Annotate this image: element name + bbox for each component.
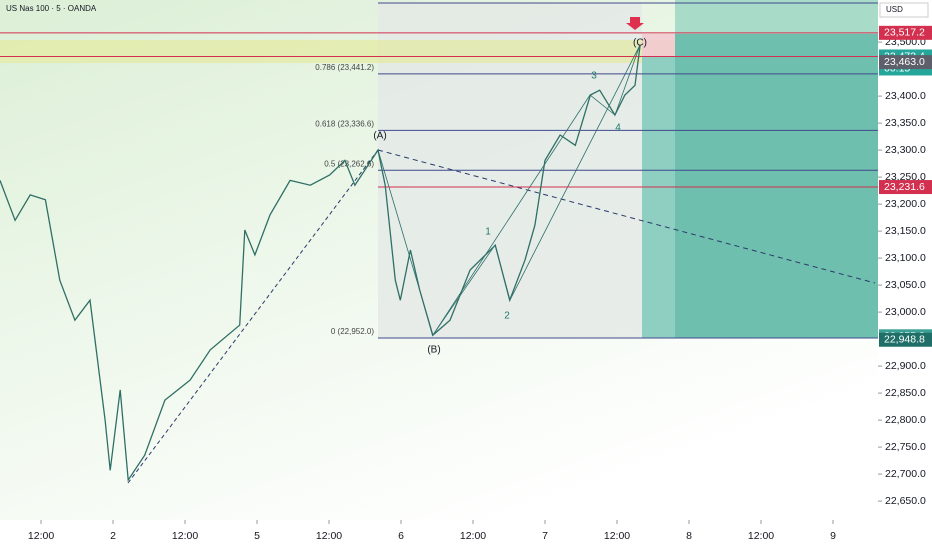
price-tag bbox=[879, 180, 932, 195]
y-tick-label: 22,700.0 bbox=[885, 468, 926, 480]
x-tick-label: 12:00 bbox=[460, 530, 486, 542]
wave-label: 3 bbox=[591, 71, 597, 82]
y-tick-label: 23,300.0 bbox=[885, 144, 926, 156]
wave-line bbox=[432, 44, 641, 336]
x-tick-label: 12:00 bbox=[316, 530, 342, 542]
y-tick-label: 22,850.0 bbox=[885, 387, 926, 399]
arrow-icon bbox=[626, 17, 644, 30]
fib-label: 0 (22,952.0) bbox=[331, 327, 374, 336]
y-tick-label: 23,250.0 bbox=[885, 171, 926, 183]
y-tick-label: 23,150.0 bbox=[885, 225, 926, 237]
wave-label: (A) bbox=[373, 131, 386, 142]
x-tick-label: 12:00 bbox=[748, 530, 774, 542]
y-tick-label: 22,750.0 bbox=[885, 441, 926, 453]
chart-title: US Nas 100 · 5 · OANDA bbox=[6, 4, 97, 13]
currency-box bbox=[879, 2, 929, 18]
wave-label: (C) bbox=[633, 38, 647, 49]
x-tick-label: 9 bbox=[830, 530, 836, 542]
y-tick-label: 22,800.0 bbox=[885, 414, 926, 426]
trend-line bbox=[377, 149, 876, 284]
fib-label: 0.618 (23,336.6) bbox=[315, 119, 374, 128]
wave-label: 4 bbox=[615, 123, 621, 134]
x-tick-label: 6 bbox=[398, 530, 404, 542]
price-tag-label: 23,517.2 bbox=[884, 27, 925, 39]
y-tick-label: 22,650.0 bbox=[885, 495, 926, 507]
time-axis bbox=[0, 520, 878, 550]
y-tick-label: 23,100.0 bbox=[885, 252, 926, 264]
price-tag bbox=[879, 332, 932, 347]
currency: USD bbox=[886, 5, 903, 14]
y-tick-label: 22,900.0 bbox=[885, 360, 926, 372]
x-tick-label: 8 bbox=[686, 530, 692, 542]
y-tick-label: 23,200.0 bbox=[885, 198, 926, 210]
wave-label: 1 bbox=[485, 227, 491, 238]
fib-label: 0.786 (23,441.2) bbox=[315, 63, 374, 72]
y-tick-label: 23,400.0 bbox=[885, 90, 926, 102]
price-axis bbox=[878, 0, 932, 550]
price-tag bbox=[879, 25, 932, 40]
y-tick-label: 23,050.0 bbox=[885, 279, 926, 291]
wave-label: 2 bbox=[504, 311, 510, 322]
x-tick-label: 12:00 bbox=[604, 530, 630, 542]
wave-label: (B) bbox=[427, 345, 440, 356]
price-tag-label: 22,948.8 bbox=[884, 334, 925, 346]
price-line bbox=[0, 45, 641, 482]
y-tick-label: 23,000.0 bbox=[885, 306, 926, 318]
x-tick-label: 12:00 bbox=[172, 530, 198, 542]
target-zone bbox=[675, 0, 878, 338]
x-tick-label: 5 bbox=[254, 530, 260, 542]
target-zone-top bbox=[675, 0, 878, 34]
price-tag-label: 23,231.6 bbox=[884, 181, 925, 193]
x-tick-label: 7 bbox=[542, 530, 548, 542]
x-tick-label: 2 bbox=[110, 530, 116, 542]
y-tick-label: 23,350.0 bbox=[885, 117, 926, 129]
target-zone-start bbox=[642, 57, 675, 338]
price-tag-label: 23,463.0 bbox=[884, 56, 925, 68]
price-tag bbox=[879, 55, 932, 70]
fib-label: 0.5 (23,262.6) bbox=[324, 159, 374, 168]
x-tick-label: 12:00 bbox=[28, 530, 54, 542]
